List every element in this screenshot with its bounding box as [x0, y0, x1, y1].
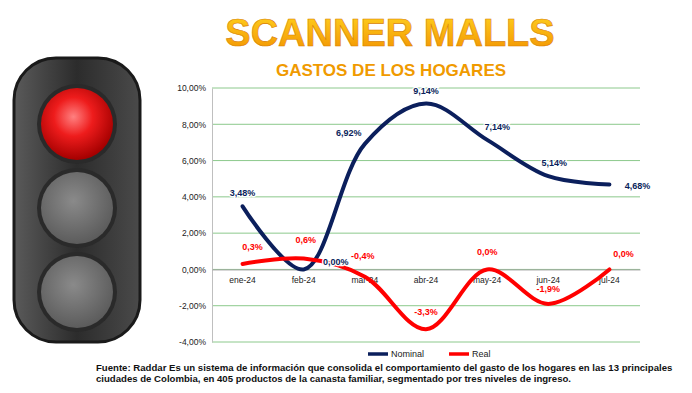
x-tick-label: may-24 — [473, 275, 502, 285]
legend-label: Real — [472, 349, 491, 359]
y-tick-label: -2,00% — [179, 301, 206, 311]
data-labels: 3,48% 0,00% 6,92% 9,14% 7,14% 5,14% 4,68% 0,3% 0… — [230, 86, 650, 318]
y-tick: 0,00% — [182, 265, 212, 275]
y-tick-label: 0,00% — [182, 265, 207, 275]
y-tick: -2,00% — [179, 301, 212, 311]
data-label: 0,6% — [295, 235, 316, 245]
series-line — [243, 258, 610, 329]
page: SCANNER MALLS GASTOS DE LOS HOGARES -4,00%… — [0, 0, 692, 393]
chart-svg: SCANNER MALLS GASTOS DE LOS HOGARES -4,00%… — [0, 0, 692, 393]
title: SCANNER MALLS — [225, 12, 554, 54]
x-axis-line — [213, 269, 641, 270]
grid-line — [212, 342, 640, 343]
y-tick-label: 10,00% — [177, 83, 206, 93]
legend-label: Nominal — [391, 349, 424, 359]
traffic-light-ring — [37, 84, 117, 164]
x-tick-label: feb-24 — [292, 275, 316, 285]
plot-marks — [243, 104, 610, 330]
data-label: 0,3% — [242, 242, 263, 252]
x-tick: may-24 — [473, 275, 502, 285]
traffic-light-body — [14, 58, 140, 342]
x-axis: ene-24feb-24mar-24abr-24may-24jun-24jul-… — [213, 270, 641, 286]
data-label: 4,68% — [625, 181, 651, 191]
grid-line — [212, 233, 640, 234]
data-label: -3,3% — [414, 307, 438, 317]
data-label: 3,48% — [230, 188, 256, 198]
data-label: 0,0% — [477, 247, 498, 257]
y-tick-label: 2,00% — [182, 228, 207, 238]
y-tick: 4,00% — [182, 192, 212, 202]
traffic-light-ring — [37, 168, 117, 248]
y-axis: -4,00% -2,00% 0,00% 2,00% 4,00% 6,00% 8,00% 10,… — [177, 83, 212, 347]
data-label: 0,0% — [613, 249, 634, 259]
x-tick: abr-24 — [414, 275, 439, 285]
grid-line — [212, 305, 640, 306]
x-tick: feb-24 — [292, 275, 316, 285]
traffic-light-lamp — [41, 172, 113, 244]
y-tick: 10,00% — [177, 83, 212, 93]
traffic-light-ring — [37, 252, 117, 332]
x-tick: ene-24 — [229, 275, 256, 285]
y-tick: -4,00% — [179, 337, 212, 347]
y-tick: 6,00% — [182, 156, 212, 166]
grid-line — [212, 160, 640, 161]
grid-line — [212, 124, 640, 125]
data-label: -0,4% — [351, 251, 375, 261]
subtitle: GASTOS DE LOS HOGARES — [276, 61, 506, 80]
data-label: 9,14% — [413, 86, 439, 96]
data-label: 5,14% — [542, 158, 568, 168]
y-tick-label: 6,00% — [182, 156, 207, 166]
data-label: 0,00% — [323, 257, 349, 267]
legend: Nominal Real — [368, 349, 491, 359]
y-tick: 8,00% — [182, 120, 212, 130]
x-tick-label: ene-24 — [229, 275, 256, 285]
source-note: Fuente: Raddar Es un sistema de informac… — [96, 362, 688, 384]
series-line — [243, 104, 610, 270]
legend-swatch — [368, 352, 388, 356]
x-tick-label: abr-24 — [414, 275, 439, 285]
y-tick-label: -4,00% — [179, 337, 206, 347]
grid-line — [212, 196, 640, 197]
grid-line — [212, 269, 640, 270]
legend-swatch — [449, 352, 469, 356]
data-label: -1,9% — [537, 284, 561, 294]
y-axis-line — [212, 89, 213, 343]
y-tick-label: 4,00% — [182, 192, 207, 202]
y-tick: 2,00% — [182, 228, 212, 238]
grid — [212, 88, 640, 342]
traffic-light-lamp — [41, 88, 113, 160]
traffic-light — [14, 58, 140, 342]
data-label: 6,92% — [336, 128, 362, 138]
data-label: 7,14% — [484, 122, 510, 132]
y-tick-label: 8,00% — [182, 120, 207, 130]
traffic-light-lamp — [41, 256, 113, 328]
